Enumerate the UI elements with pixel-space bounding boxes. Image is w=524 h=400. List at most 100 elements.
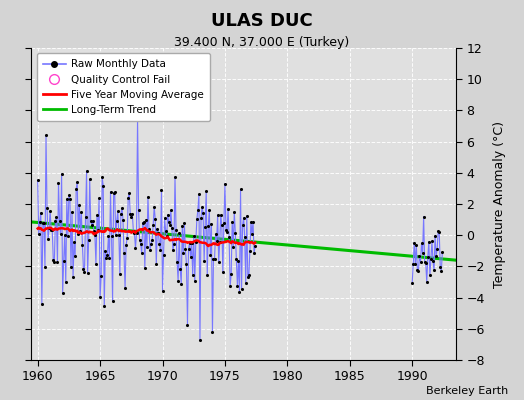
- Point: [81, 214, 90, 220]
- Point: [85, 176, 94, 183]
- Point: [171, 174, 179, 180]
- Point: [144, 194, 152, 200]
- Point: [236, 186, 245, 192]
- Point: [52, 214, 61, 220]
- Point: [181, 246, 190, 252]
- Point: [103, 252, 112, 258]
- Point: [46, 208, 54, 214]
- Point: [50, 259, 59, 266]
- Point: [48, 227, 57, 233]
- Point: [59, 290, 67, 297]
- Point: [179, 250, 188, 256]
- Point: [57, 231, 65, 238]
- Point: [427, 256, 435, 262]
- Point: [230, 209, 238, 215]
- Point: [40, 220, 48, 226]
- Point: [243, 213, 251, 219]
- Point: [132, 245, 140, 251]
- Point: [58, 171, 66, 177]
- Point: [88, 222, 96, 228]
- Point: [101, 248, 110, 254]
- Point: [173, 259, 181, 265]
- Point: [38, 301, 46, 307]
- Point: [155, 241, 163, 247]
- Point: [204, 223, 212, 229]
- Point: [152, 261, 160, 267]
- Point: [47, 227, 56, 234]
- Point: [208, 329, 216, 336]
- Point: [159, 252, 168, 258]
- Point: [69, 274, 77, 280]
- Point: [100, 303, 108, 310]
- Point: [105, 255, 114, 262]
- Point: [244, 274, 252, 281]
- Point: [127, 214, 136, 220]
- Point: [117, 210, 125, 217]
- Point: [51, 218, 60, 224]
- Point: [429, 258, 437, 264]
- Point: [97, 272, 105, 279]
- Point: [193, 216, 201, 223]
- Point: [437, 268, 445, 274]
- Point: [203, 272, 212, 278]
- Point: [96, 294, 104, 300]
- Point: [197, 215, 205, 222]
- Point: [166, 222, 174, 228]
- Point: [192, 238, 200, 245]
- Point: [172, 226, 180, 233]
- Point: [42, 132, 50, 138]
- Point: [35, 231, 43, 238]
- Point: [151, 216, 159, 222]
- Point: [238, 222, 247, 228]
- Point: [428, 238, 436, 244]
- Point: [416, 253, 424, 259]
- Point: [221, 180, 229, 187]
- Point: [91, 232, 99, 238]
- Point: [149, 222, 157, 229]
- Point: [227, 271, 235, 277]
- Point: [122, 242, 130, 248]
- Point: [199, 210, 208, 216]
- Point: [158, 287, 167, 294]
- Point: [124, 195, 133, 202]
- Point: [53, 259, 62, 266]
- Point: [104, 233, 113, 240]
- Point: [420, 259, 429, 266]
- Point: [196, 337, 204, 343]
- Point: [216, 212, 225, 218]
- Point: [67, 264, 75, 270]
- Point: [71, 253, 79, 259]
- Point: [73, 179, 81, 185]
- Point: [54, 180, 63, 186]
- Point: [180, 220, 189, 226]
- Point: [178, 223, 187, 230]
- Point: [106, 188, 115, 195]
- Point: [160, 215, 169, 221]
- Point: [419, 213, 428, 220]
- Point: [84, 237, 93, 243]
- Point: [138, 220, 147, 226]
- Point: [438, 249, 446, 256]
- Point: [188, 240, 196, 246]
- Point: [162, 233, 171, 239]
- Point: [228, 218, 236, 225]
- Point: [237, 285, 246, 292]
- Point: [89, 218, 97, 224]
- Point: [49, 257, 58, 263]
- Point: [224, 206, 232, 212]
- Point: [211, 230, 220, 237]
- Point: [251, 243, 259, 250]
- Point: [165, 219, 173, 225]
- Point: [112, 232, 120, 238]
- Point: [157, 187, 166, 193]
- Point: [80, 268, 89, 275]
- Legend: Raw Monthly Data, Quality Control Fail, Five Year Moving Average, Long-Term Tren: Raw Monthly Data, Quality Control Fail, …: [37, 53, 210, 121]
- Point: [241, 234, 249, 241]
- Point: [226, 283, 234, 289]
- Point: [202, 188, 211, 194]
- Point: [114, 208, 122, 214]
- Point: [422, 279, 431, 285]
- Point: [214, 259, 223, 266]
- Point: [418, 250, 427, 256]
- Y-axis label: Temperature Anomaly (°C): Temperature Anomaly (°C): [493, 120, 506, 288]
